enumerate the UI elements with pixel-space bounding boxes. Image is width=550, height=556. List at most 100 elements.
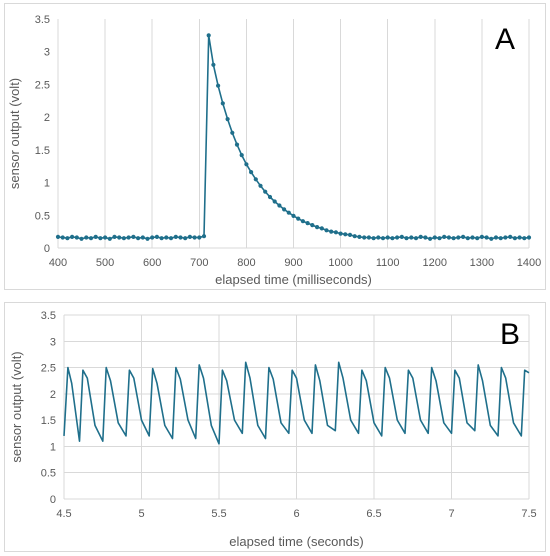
chart-a-data-point [423, 235, 428, 240]
chart-a-data-point [404, 236, 409, 241]
chart-a-data-point [333, 230, 338, 235]
chart-a-data-point [442, 234, 447, 239]
chart-b-panel-letter: B [500, 318, 520, 351]
chart-a-data-point [319, 226, 324, 231]
chart-a-data-point [470, 235, 475, 240]
chart-a-x-tick-label: 600 [143, 257, 161, 269]
chart-a-data-point [437, 236, 442, 241]
chart-a-y-tick-label: 3.5 [35, 14, 50, 26]
chart-a-x-tick-label: 800 [237, 257, 255, 269]
chart-a-data-point [498, 236, 503, 241]
chart-a-data-point [380, 236, 386, 241]
chart-a-data-point [376, 235, 381, 240]
chart-a-data-point [206, 33, 211, 38]
chart-b-x-tick-label: 6 [293, 508, 299, 520]
chart-a-y-tick-label: 0 [44, 243, 50, 255]
chart-a-data-point [296, 216, 301, 221]
chart-a-data-point [343, 232, 348, 237]
chart-b-y-tick-label: 3.5 [41, 310, 56, 322]
chart-a-data-point [173, 234, 178, 239]
chart-a-data-point [324, 228, 329, 233]
chart-a-data-point [197, 235, 202, 240]
chart-a-data-point [291, 213, 296, 218]
chart-a-svg: 400 500 600 700 800 900 1000 1100 1200 1300 1400 0 0… [7, 14, 541, 287]
chart-a-data-point [136, 236, 141, 241]
chart-a-data-point [98, 236, 103, 241]
chart-a-data-point [253, 177, 258, 182]
chart-a-data-point [282, 207, 287, 212]
chart-a-data-point [234, 142, 240, 147]
chart-a-data-point [220, 101, 225, 106]
chart-b-x-tick-label: 4.5 [56, 508, 71, 520]
chart-a-data-point [475, 236, 480, 241]
chart-a-data-point [413, 236, 419, 241]
chart-b-x-tick-label: 5 [138, 508, 144, 520]
chart-a-data-point [286, 210, 291, 215]
chart-panel-a: 400 500 600 700 800 900 1000 1100 1200 1300 1400 0 0… [4, 3, 546, 290]
chart-a-panel-letter: A [495, 23, 515, 56]
chart-a-data-point [145, 236, 150, 241]
chart-b-x-tick-label: 7.5 [521, 508, 536, 520]
chart-a-data-point [164, 235, 169, 240]
chart-a-data-point [456, 235, 461, 240]
chart-a-data-point [65, 236, 70, 241]
chart-a-data-point [267, 194, 273, 200]
chart-a-data-point [117, 235, 122, 240]
chart-b-y-tick-label: 0.5 [41, 468, 56, 480]
chart-a-data-point [493, 235, 499, 240]
chart-a-data-point [107, 236, 112, 241]
chart-a-y-tick-label: 0.5 [35, 210, 50, 222]
chart-a-y-axis-label: sensor output (volt) [7, 78, 22, 189]
chart-a-data-point [79, 236, 84, 241]
chart-a-data-point [432, 235, 437, 240]
chart-a-grid [57, 19, 530, 249]
chart-a-x-tick-label: 1200 [423, 257, 447, 269]
chart-b-series-line [63, 361, 530, 445]
chart-a-data-point [258, 183, 263, 188]
chart-a-x-tick-label: 1000 [328, 257, 352, 269]
chart-a-data-point [277, 203, 282, 208]
chart-a-x-tick-label: 400 [49, 257, 67, 269]
chart-a-data-point [225, 117, 230, 122]
chart-a-x-axis-label: elapsed time (milliseconds) [215, 272, 372, 287]
chart-a-markers [55, 33, 532, 241]
chart-a-data-point [300, 219, 305, 224]
chart-a-data-point [272, 199, 277, 204]
chart-a-data-point [131, 234, 136, 239]
chart-a-data-point [154, 234, 159, 239]
chart-a-data-point [159, 236, 164, 241]
chart-a-data-point [526, 235, 532, 240]
chart-a-y-tick-label: 1 [44, 178, 50, 190]
chart-a-data-point [418, 234, 423, 239]
chart-panel-b: 4.5 5 5.5 6 6.5 7 7.5 0 0.5 1 1.5 2 2.5 3 3.5 elapsed t… [4, 302, 546, 552]
chart-a-data-point [310, 223, 315, 228]
chart-a-data-point [347, 232, 353, 237]
chart-a-data-point [489, 236, 494, 241]
chart-a-data-point [508, 234, 513, 239]
chart-a-data-point [366, 235, 371, 240]
chart-a-data-point [362, 235, 367, 240]
chart-a-data-point [263, 189, 268, 194]
chart-a-data-point [338, 231, 343, 236]
chart-a-data-point [216, 83, 221, 88]
chart-a-data-point [465, 236, 470, 241]
chart-a-y-tick-label: 1.5 [35, 145, 50, 157]
chart-a-data-point [399, 234, 404, 239]
chart-a-data-point [390, 236, 395, 241]
chart-a-data-point [484, 235, 489, 240]
chart-a-data-point [451, 236, 456, 241]
chart-b-y-axis-label: sensor output (volt) [9, 351, 24, 462]
chart-a-data-point [74, 235, 79, 240]
chart-a-data-point [178, 235, 183, 240]
chart-a-data-point [409, 235, 414, 240]
chart-a-y-tick-label: 3 [44, 47, 50, 59]
chart-a-data-point [211, 62, 216, 67]
chart-b-svg: 4.5 5 5.5 6 6.5 7 7.5 0 0.5 1 1.5 2 2.5 3 3.5 elapsed t… [9, 310, 537, 549]
chart-a-data-point [126, 235, 131, 240]
chart-a-data-point [112, 234, 117, 239]
chart-a-data-point [371, 236, 376, 241]
chart-a-data-point [55, 234, 61, 239]
chart-a-data-point [121, 236, 126, 241]
chart-a-data-point [512, 236, 517, 241]
